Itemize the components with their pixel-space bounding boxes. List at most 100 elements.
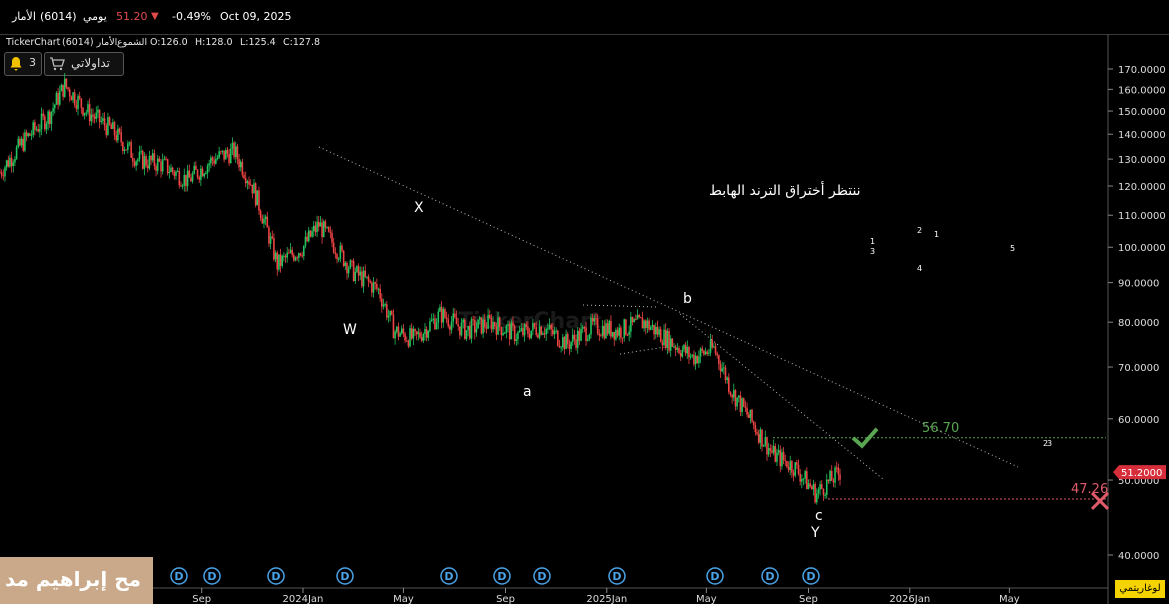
candle-body <box>801 479 803 482</box>
candle-body <box>9 157 11 167</box>
series-type: الشموع <box>117 37 148 48</box>
log-scale-button[interactable]: لوغاريتمي <box>1115 580 1165 598</box>
candle-body <box>762 445 765 447</box>
candle-body <box>153 153 156 167</box>
candle-body <box>640 317 642 319</box>
candle-body <box>528 333 531 339</box>
candle-body <box>53 104 56 109</box>
candle-body <box>122 142 124 151</box>
candle-body <box>226 149 229 154</box>
period-label[interactable]: يومي <box>83 10 107 23</box>
x-tick-label: 2026Jan <box>889 594 930 604</box>
candle-body <box>0 172 3 176</box>
candle-body <box>726 377 728 381</box>
candle-body <box>397 326 400 337</box>
symbol-name[interactable]: الأمار <box>12 10 36 23</box>
candle-body <box>713 346 715 348</box>
price-chart[interactable]: 170.0000160.0000150.0000140.0000130.0000… <box>0 34 1169 604</box>
candle-body <box>593 318 596 322</box>
candle-body <box>249 184 252 186</box>
candle-body <box>429 321 431 332</box>
series-symbol: الأمار (6014) <box>62 37 118 48</box>
candle-body <box>623 319 626 338</box>
y-tick-label: 40.0000 <box>1118 551 1159 562</box>
candle-body <box>839 474 841 480</box>
candle-body <box>196 169 199 178</box>
candle-body <box>123 149 126 151</box>
candle-body <box>440 307 443 323</box>
candle-body <box>63 78 66 97</box>
candle-body <box>228 153 230 164</box>
top-bar: الأمار (6014) يومي 51.20 ▼ -0.49% Oct 09… <box>0 0 1169 35</box>
candle-body <box>719 364 722 372</box>
alerts-count: 3 <box>29 56 36 69</box>
candle-body <box>474 320 476 333</box>
candle-body <box>470 319 473 339</box>
candle-body <box>711 340 714 348</box>
candle-body <box>437 311 440 323</box>
y-tick-label: 130.0000 <box>1118 155 1166 166</box>
candle-body <box>342 250 345 266</box>
candle-body <box>689 355 692 358</box>
candle-body <box>794 462 797 476</box>
candle-body <box>630 316 632 332</box>
candle-body <box>52 108 54 112</box>
candle-body <box>156 158 159 171</box>
candle-body <box>47 111 49 124</box>
candle-body <box>117 128 119 141</box>
projection-label: 3 <box>1047 439 1052 448</box>
candle-body <box>22 138 25 151</box>
candle-body <box>73 92 76 105</box>
candle-body <box>419 332 421 338</box>
candle-body <box>542 333 544 335</box>
candle-body <box>611 331 614 337</box>
candle-body <box>533 322 536 328</box>
my-trades-button[interactable]: تداولاتي <box>44 52 124 76</box>
candle-body <box>694 356 697 365</box>
candle-body <box>415 331 418 335</box>
candle-body <box>394 331 396 339</box>
dividend-icon <box>802 567 820 585</box>
candle-body <box>560 347 562 349</box>
alerts-button[interactable]: 3 <box>4 52 42 76</box>
candle-body <box>399 333 401 337</box>
candle-body <box>487 314 489 329</box>
candle-body <box>68 89 71 97</box>
projection-label: 1 <box>870 237 875 246</box>
candle-body <box>535 327 538 335</box>
candle-body <box>377 288 380 290</box>
candle-body <box>27 133 30 137</box>
candle-body <box>85 112 88 114</box>
candle-body <box>183 174 186 186</box>
dividend-marker: D <box>537 570 546 583</box>
candle-body <box>113 122 116 136</box>
candle-body <box>402 328 405 334</box>
candle-body <box>425 329 428 338</box>
candle-body <box>782 452 785 460</box>
candle-body <box>291 249 293 255</box>
candle-body <box>472 319 474 321</box>
candle-body <box>588 334 591 340</box>
candle-body <box>789 461 792 471</box>
candle-body <box>366 276 368 278</box>
candle-body <box>97 109 99 113</box>
candle-body <box>354 271 357 281</box>
symbol-code[interactable]: (6014) <box>40 10 77 23</box>
candle-body <box>278 254 280 270</box>
candle-body <box>658 329 660 335</box>
x-tick-label: Sep <box>799 594 818 604</box>
candle-body <box>797 464 800 474</box>
candle-body <box>691 354 694 356</box>
candle-body <box>75 104 78 109</box>
candle-body <box>322 221 325 238</box>
wave-label: a <box>523 384 532 400</box>
candle-body <box>834 467 836 483</box>
candle-body <box>253 183 255 194</box>
candle-body <box>25 132 28 137</box>
last-price-tag <box>1113 465 1166 480</box>
candle-body <box>552 329 554 335</box>
candle-body <box>233 142 235 157</box>
candle-body <box>407 340 410 347</box>
candle-body <box>806 471 808 490</box>
candle-body <box>90 114 93 122</box>
